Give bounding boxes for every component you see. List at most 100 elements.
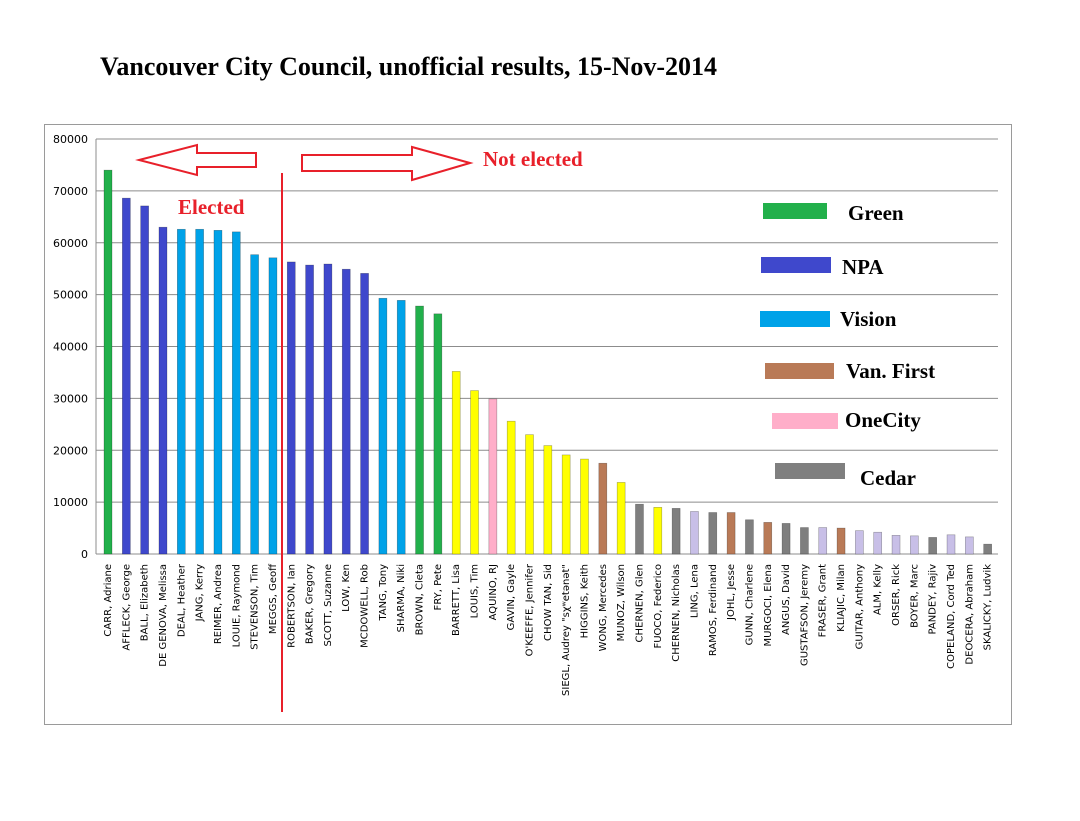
legend-swatch (760, 311, 830, 327)
bar (433, 313, 443, 555)
x-tick-label: LING, Lena (689, 564, 700, 618)
bar (910, 535, 919, 555)
x-tick-label: BALL, Elizabeth (140, 564, 151, 641)
bar (891, 535, 901, 555)
x-tick-label: SCOTT, Suzanne (323, 564, 334, 647)
x-tick-label: ORSER, Rick (891, 564, 902, 626)
legend-swatch (765, 363, 834, 379)
bar (122, 197, 131, 555)
bar (268, 257, 278, 555)
chart-frame (44, 124, 1012, 725)
x-tick-label: LOUIE, Raymond (231, 564, 242, 647)
gridlines (96, 138, 998, 555)
bar (965, 536, 974, 555)
legend-swatch (761, 257, 831, 273)
annotations: Elected Not elected (135, 143, 583, 712)
left-arrow (135, 143, 257, 177)
x-tick-label: CHERNEN, Glen (634, 564, 645, 642)
bar (763, 522, 773, 555)
elected-label: Elected (178, 195, 245, 219)
bar (781, 523, 791, 555)
x-tick-label: BAKER, Gregory (305, 564, 316, 644)
x-tick-label: AQUINO, RJ (488, 564, 499, 620)
x-tick-label: MEGGS, Geoff (268, 563, 279, 634)
not-elected-label: Not elected (483, 147, 583, 171)
chart-title: Vancouver City Council, unofficial resul… (100, 52, 718, 81)
x-tick-label: MUNOZ, Wilson (616, 564, 627, 641)
bar (195, 228, 204, 555)
y-tick-label: 0 (81, 548, 88, 561)
bar (561, 454, 571, 555)
y-tick-label: 50000 (53, 289, 88, 302)
bar (855, 530, 864, 555)
bar (140, 205, 149, 555)
bar (177, 228, 186, 555)
x-tick-label: MCDOWELL, Rob (360, 564, 371, 648)
bar (286, 261, 296, 555)
x-tick-label: PANDEY, Rajiv (928, 564, 939, 635)
bar (396, 300, 406, 555)
x-tick-label: LOW, Ken (341, 564, 352, 612)
bar (946, 534, 956, 555)
bar (543, 445, 553, 555)
bar (525, 434, 534, 555)
y-tick-label: 40000 (53, 341, 88, 354)
x-tick-label: AFFLECK, George (121, 564, 132, 651)
y-tick-label: 20000 (53, 444, 88, 457)
bar (580, 458, 589, 555)
bar (506, 420, 516, 555)
x-tick-label: LOUIS, Tim (470, 564, 481, 618)
x-tick-label: FRY, Pete (433, 564, 444, 610)
x-tick-label: SHARMA, Niki (396, 564, 407, 632)
bar (690, 511, 699, 555)
y-tick-label: 10000 (53, 496, 88, 509)
x-tick-label: SKALICKY, Ludvik (983, 564, 994, 651)
bars (103, 169, 992, 555)
x-tick-label: JOHL, Jesse (726, 564, 737, 621)
x-tick-label: BOYER, Marc (909, 564, 920, 628)
bar (726, 512, 736, 555)
bar (378, 297, 388, 555)
legend-label: Van. First (846, 359, 935, 383)
bar (231, 231, 241, 555)
x-tick-label: FRASER, Grant (818, 564, 829, 637)
x-tick-label: DEOCERA, Abraham (964, 564, 975, 665)
legend-label: OneCity (845, 408, 921, 432)
x-tick-label: BROWN, Cleta (415, 564, 426, 635)
bar (635, 503, 644, 555)
legend-swatch (763, 203, 827, 219)
x-axis-labels: CARR, Adriane AFFLECK, George BALL, Elizab… (103, 563, 994, 696)
right-arrow (301, 145, 474, 182)
bar (800, 527, 809, 555)
x-tick-label: GUITAR, Anthony (854, 564, 865, 649)
bar (836, 527, 846, 555)
legend-label: Green (848, 201, 904, 225)
x-tick-label: STEVENSON, Tim (250, 564, 261, 650)
x-tick-label: JANG, Kerry (195, 564, 206, 622)
bar (158, 226, 168, 555)
bar (671, 508, 681, 555)
bar (983, 543, 992, 555)
bar (598, 462, 608, 555)
y-tick-label: 80000 (53, 133, 88, 146)
y-tick-label: 30000 (53, 392, 88, 405)
bar (213, 230, 223, 555)
x-tick-label: FUOCO, Federico (653, 564, 664, 649)
x-tick-label: GUNN, Charlene (744, 564, 755, 645)
x-tick-label: KLIAJIC, Milan (836, 564, 847, 632)
bar (341, 268, 351, 555)
x-tick-label: DE GENOVA, Melissa (158, 564, 169, 667)
x-tick-label: ROBERTSON, Ian (286, 564, 297, 648)
y-tick-label: 70000 (53, 185, 88, 198)
x-tick-label: DEAL, Heather (176, 563, 187, 637)
bar (616, 482, 626, 555)
bar (415, 305, 424, 555)
x-tick-label: O'KEEFFE, Jennifer (525, 563, 536, 656)
x-tick-label: ALM, Kelly (873, 564, 884, 615)
bar (488, 398, 498, 555)
x-tick-label: CARR, Adriane (103, 564, 114, 637)
x-tick-label: HIGGINS, Keith (579, 564, 590, 638)
x-tick-label: REIMER, Andrea (213, 564, 224, 644)
y-tick-label: 60000 (53, 237, 88, 250)
